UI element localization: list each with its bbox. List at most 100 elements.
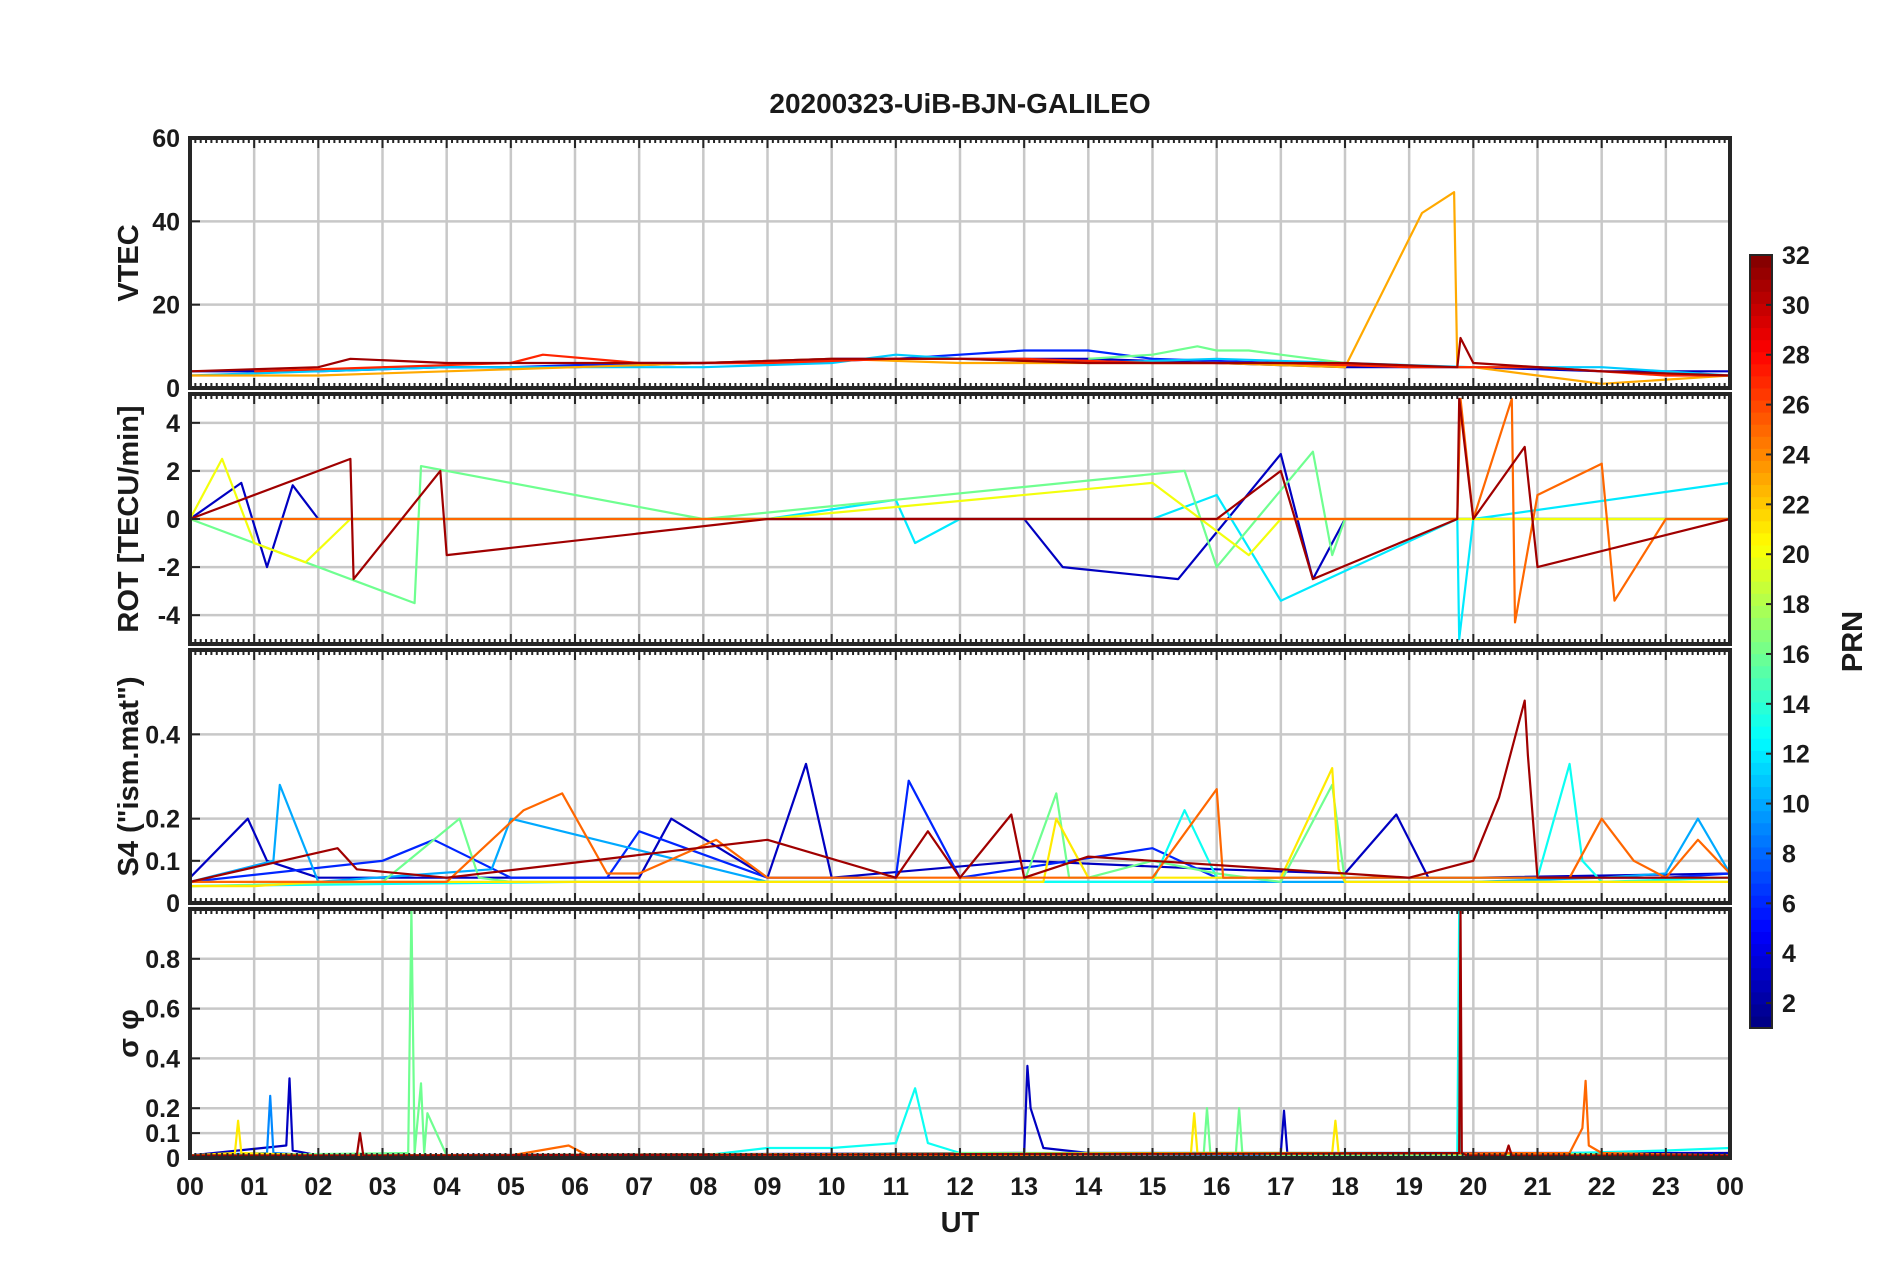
- colorbar-segment: [1750, 569, 1772, 582]
- colorbar-segment: [1750, 327, 1772, 341]
- colorbar-tick-label: 28: [1782, 342, 1810, 370]
- colorbar-segment: [1750, 822, 1772, 836]
- x-tick-label: 16: [1203, 1173, 1231, 1201]
- panel-s4: 0 0.1 0.2 0.4S4 ("ism.mat"): [113, 648, 1732, 918]
- colorbar-tick-label: 26: [1782, 392, 1810, 420]
- colorbar-segment: [1750, 955, 1772, 969]
- colorbar-segment: [1750, 593, 1772, 606]
- colorbar-label: PRN: [1837, 611, 1869, 672]
- colorbar-segment: [1750, 834, 1772, 848]
- traces-rot: [190, 397, 1730, 641]
- colorbar-segment: [1750, 738, 1772, 751]
- x-tick-label: 20: [1459, 1173, 1487, 1201]
- colorbar-segment: [1750, 375, 1772, 389]
- colorbar-segment: [1750, 726, 1772, 739]
- colorbar-segment: [1750, 303, 1772, 316]
- y-tick-label-s4: 0.1: [145, 848, 180, 876]
- x-axis-label: UT: [941, 1207, 980, 1239]
- y-axis-label-sigma_phi: σ φ: [113, 1009, 145, 1058]
- y-tick-label-s4: 0: [166, 890, 180, 918]
- colorbar-tick-label: 32: [1782, 242, 1810, 270]
- y-tick-label-rot: -4: [158, 602, 180, 630]
- colorbar-segment: [1750, 883, 1772, 896]
- colorbar-segment: [1750, 351, 1772, 365]
- x-tick-label: 08: [689, 1173, 717, 1201]
- colorbar-segment: [1750, 870, 1772, 884]
- x-tick-label: 00: [176, 1173, 204, 1201]
- panel-sigma_phi: 00.10.2 0.4 0.6 0.8 σ φ: [113, 907, 1732, 1173]
- colorbar-frame: [1749, 254, 1773, 1029]
- colorbar-segment: [1750, 556, 1772, 570]
- x-tick-label: 11: [883, 1173, 910, 1201]
- series-s4-prn-25: [190, 788, 1730, 883]
- colorbar-segment: [1750, 677, 1772, 691]
- x-tick-label: 17: [1267, 1173, 1295, 1201]
- colorbar-segment: [1750, 399, 1772, 413]
- colorbar-segment: [1750, 858, 1772, 872]
- colorbar-tick-label: 8: [1782, 840, 1796, 868]
- y-tick-label-sigma_phi: 0.6: [145, 996, 180, 1024]
- x-tick-label: 18: [1331, 1173, 1359, 1201]
- x-tick-label: 12: [946, 1173, 974, 1201]
- colorbar-tick-label: 24: [1782, 441, 1810, 469]
- colorbar-segment: [1750, 991, 1772, 1005]
- colorbar-segment: [1750, 895, 1772, 908]
- x-tick-label: 19: [1395, 1173, 1423, 1201]
- colorbar-tick-label: 20: [1782, 541, 1810, 569]
- colorbar-segment: [1750, 484, 1772, 498]
- colorbar-segment: [1750, 967, 1772, 981]
- colorbar-segment: [1750, 520, 1772, 534]
- colorbar-segment: [1750, 1015, 1772, 1029]
- x-tick-label: 22: [1588, 1173, 1616, 1201]
- colorbar-tick-label: 4: [1782, 940, 1796, 968]
- colorbar-segment: [1750, 701, 1772, 715]
- panel-rot: -4 -2 0 2 4 ROT [TECU/min]: [113, 392, 1732, 646]
- y-axis-label-vtec: VTEC: [113, 224, 145, 301]
- colorbar-tick-label: 6: [1782, 890, 1796, 918]
- colorbar-tick-label: 18: [1782, 591, 1810, 619]
- colorbar-segment: [1750, 315, 1772, 329]
- colorbar-segment: [1750, 689, 1772, 703]
- colorbar-segment: [1750, 508, 1772, 522]
- y-tick-label-vtec: 0: [166, 375, 180, 403]
- colorbar-segment: [1750, 363, 1772, 377]
- colorbar-segment: [1750, 255, 1772, 268]
- colorbar-segment: [1750, 291, 1772, 304]
- colorbar-segment: [1750, 605, 1772, 618]
- colorbar-segment: [1750, 629, 1772, 643]
- y-tick-label-sigma_phi: 0: [166, 1145, 180, 1173]
- colorbar-segment: [1750, 931, 1772, 945]
- colorbar-segment: [1750, 750, 1772, 763]
- y-tick-label-rot: 4: [166, 410, 180, 438]
- series-rot-prn-31: [190, 397, 1730, 581]
- colorbar-tick-label: 14: [1782, 691, 1810, 719]
- x-tick-label: 15: [1139, 1173, 1167, 1201]
- colorbar-segment: [1750, 919, 1772, 932]
- colorbar-segment: [1750, 1003, 1772, 1017]
- traces-vtec: [190, 191, 1730, 385]
- colorbar-segment: [1750, 907, 1772, 920]
- y-tick-label-sigma_phi: 0.4: [145, 1045, 180, 1073]
- y-tick-label-s4: 0.4: [145, 721, 180, 749]
- colorbar-segment: [1750, 774, 1772, 788]
- y-tick-label-vtec: 40: [152, 208, 180, 236]
- y-tick-label-vtec: 20: [152, 292, 180, 320]
- chart-title: 20200323-UiB-BJN-GALILEO: [769, 88, 1150, 119]
- colorbar-segment: [1750, 581, 1772, 594]
- colorbar-segment: [1750, 798, 1772, 812]
- x-tick-label: 05: [497, 1173, 525, 1201]
- y-tick-label-vtec: 60: [152, 125, 180, 153]
- colorbar-segment: [1750, 339, 1772, 353]
- y-tick-label-rot: 0: [166, 506, 180, 534]
- series-sigma_phi-prn-21: [190, 1112, 1730, 1157]
- colorbar-segment: [1750, 448, 1772, 461]
- colorbar-tick-label: 16: [1782, 641, 1810, 669]
- y-tick-label-rot: -2: [158, 554, 180, 582]
- colorbar-segment: [1750, 617, 1772, 631]
- series-sigma_phi-prn-3: [190, 1064, 1730, 1157]
- x-tick-label: 14: [1074, 1173, 1102, 1201]
- x-tick-label: 21: [1524, 1173, 1552, 1201]
